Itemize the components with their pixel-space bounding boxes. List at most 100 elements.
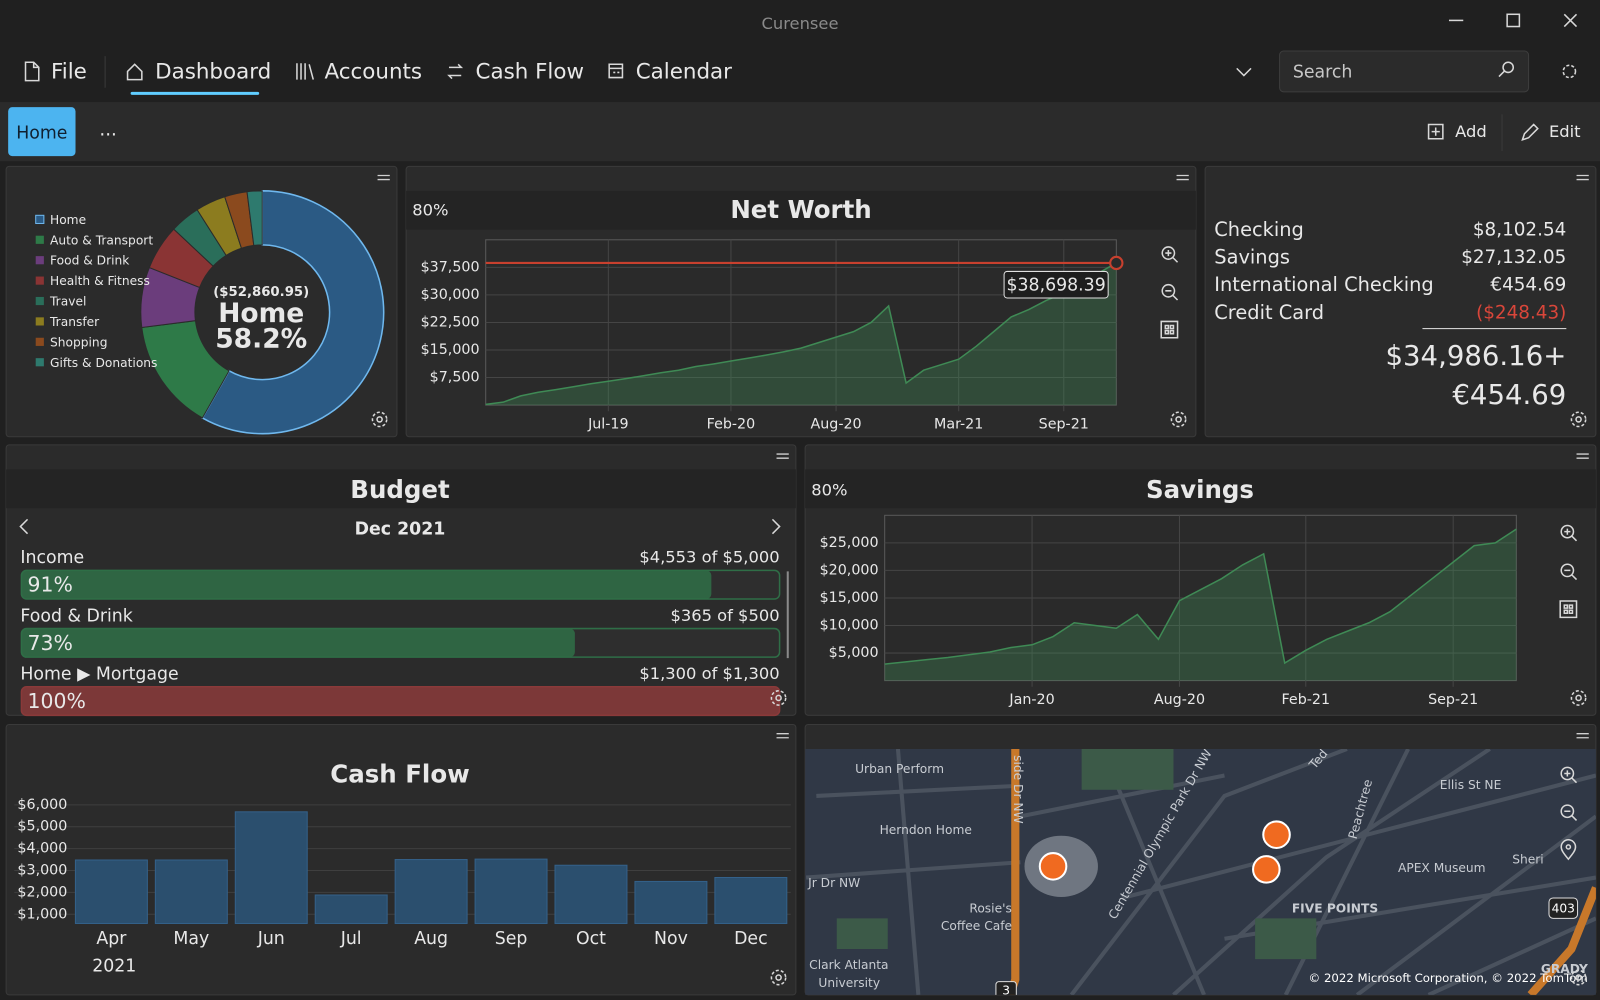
account-name[interactable]: International Checking xyxy=(1214,273,1433,296)
panel-settings[interactable] xyxy=(770,690,787,706)
account-name[interactable]: Savings xyxy=(1214,246,1290,269)
bar[interactable] xyxy=(234,811,308,924)
chart-title: Savings xyxy=(1146,475,1254,504)
y-tick-label: $1,000 xyxy=(17,906,67,922)
x-tick-label: Jul-19 xyxy=(587,416,629,432)
search-box[interactable] xyxy=(1279,50,1530,93)
legend-label[interactable]: Gifts & Donations xyxy=(50,356,157,370)
legend-label[interactable]: Food & Drink xyxy=(50,254,130,268)
map-locate[interactable] xyxy=(1560,839,1577,861)
panel-settings-hub xyxy=(1575,974,1582,981)
donut-center-percent: 58.2% xyxy=(215,323,307,354)
zoom-out[interactable] xyxy=(1161,283,1179,301)
y-tick-label: $5,000 xyxy=(829,645,879,661)
home-tab[interactable] xyxy=(8,107,76,157)
bar[interactable] xyxy=(394,859,468,924)
legend-label[interactable]: Home xyxy=(50,213,86,227)
map-zoom-in[interactable] xyxy=(1560,766,1578,784)
panel-settings[interactable] xyxy=(371,411,388,428)
map-zoom-out[interactable] xyxy=(1560,804,1578,821)
menu-item[interactable]: File xyxy=(51,59,87,84)
bar[interactable] xyxy=(154,859,228,924)
panel-handle[interactable] xyxy=(1576,453,1589,459)
bar[interactable] xyxy=(554,864,628,924)
menu-item[interactable]: Dashboard xyxy=(155,59,271,84)
close-button[interactable] xyxy=(1563,13,1578,28)
budget-bar xyxy=(21,628,575,658)
panel-handle[interactable] xyxy=(1176,174,1189,181)
panel-handle[interactable] xyxy=(776,453,789,459)
budget-percent: 91% xyxy=(28,573,73,597)
panel-settings[interactable] xyxy=(1170,411,1187,428)
account-name[interactable]: Credit Card xyxy=(1214,301,1324,324)
toolbar xyxy=(0,102,1600,162)
bar[interactable] xyxy=(474,858,548,924)
menu-item[interactable]: Cash Flow xyxy=(476,59,584,84)
area-fill xyxy=(485,262,1117,406)
panel-handle[interactable] xyxy=(776,733,789,739)
zoom-out[interactable] xyxy=(1560,563,1578,581)
panel-settings[interactable] xyxy=(770,969,787,986)
next-month[interactable] xyxy=(771,518,781,535)
map-pin[interactable] xyxy=(1252,855,1281,884)
map-label: Sheri xyxy=(1512,853,1543,867)
legend-swatch xyxy=(35,256,44,265)
legend-swatch xyxy=(35,296,44,306)
edit-button[interactable]: Edit xyxy=(1549,122,1581,141)
zoom-in[interactable] xyxy=(1560,524,1578,542)
legend-swatch xyxy=(35,358,44,367)
legend-label[interactable]: Health & Fitness xyxy=(50,274,150,288)
legend-label[interactable]: Transfer xyxy=(49,315,100,329)
area-line xyxy=(485,262,1117,406)
menu-item[interactable]: Calendar xyxy=(636,59,732,84)
map-label: Ellis St NE xyxy=(1440,778,1502,792)
settings-icon[interactable] xyxy=(1562,64,1577,79)
panel-handle[interactable] xyxy=(1576,733,1589,739)
y-tick-label: $3,000 xyxy=(17,862,67,878)
file-icon xyxy=(24,61,40,82)
map-label: FIVE POINTS xyxy=(1292,902,1378,916)
bar[interactable] xyxy=(714,876,788,924)
panel-settings[interactable] xyxy=(1570,690,1587,706)
x-tick-label: Sep-21 xyxy=(1428,692,1478,708)
map-pin[interactable] xyxy=(1038,852,1068,881)
prev-month[interactable] xyxy=(19,518,29,535)
add-button[interactable]: Add xyxy=(1455,122,1487,141)
account-name[interactable]: Checking xyxy=(1214,218,1304,241)
tooltip-label: $38,698.39 xyxy=(1007,276,1106,296)
marker-dot[interactable] xyxy=(1109,255,1124,271)
pie-slice[interactable] xyxy=(201,190,385,435)
legend-label[interactable]: Auto & Transport xyxy=(50,233,153,247)
accounts-icon xyxy=(296,63,315,80)
budget-bar xyxy=(21,570,712,599)
more-button[interactable]: ... xyxy=(99,120,117,141)
overflow-chevron[interactable] xyxy=(1236,67,1252,77)
zoom-reset[interactable] xyxy=(1559,600,1578,619)
map-pin[interactable] xyxy=(1262,820,1291,849)
bar[interactable] xyxy=(314,894,388,924)
route-badge xyxy=(995,981,1017,995)
panel-handle[interactable] xyxy=(1576,174,1589,181)
panel-settings-hub xyxy=(775,694,782,702)
search-icon[interactable] xyxy=(1498,61,1515,78)
legend-swatch xyxy=(35,214,45,224)
panel-settings[interactable] xyxy=(1570,411,1587,428)
bar[interactable] xyxy=(74,859,148,924)
x-tick-label: Aug xyxy=(414,929,448,949)
maximize-button[interactable] xyxy=(1506,13,1521,28)
x-tick-label: Jul xyxy=(340,929,362,949)
legend-label[interactable]: Travel xyxy=(49,295,86,309)
map[interactable]: Urban Perform Herndon Home Rosie's Coffe… xyxy=(805,747,1596,998)
budget-amount: $4,553 of $5,000 xyxy=(639,548,779,567)
zoom-in[interactable] xyxy=(1161,246,1179,263)
panel-settings[interactable] xyxy=(1570,969,1587,986)
legend-label[interactable]: Shopping xyxy=(50,335,107,349)
zoom-reset[interactable] xyxy=(1160,320,1179,339)
menu-item[interactable]: Accounts xyxy=(324,59,422,84)
x-tick-label: Jun xyxy=(257,929,285,949)
pie-slice[interactable] xyxy=(246,190,263,246)
panel-handle[interactable] xyxy=(377,174,390,181)
bar[interactable] xyxy=(634,880,708,924)
x-tick-label: Dec xyxy=(734,929,768,949)
